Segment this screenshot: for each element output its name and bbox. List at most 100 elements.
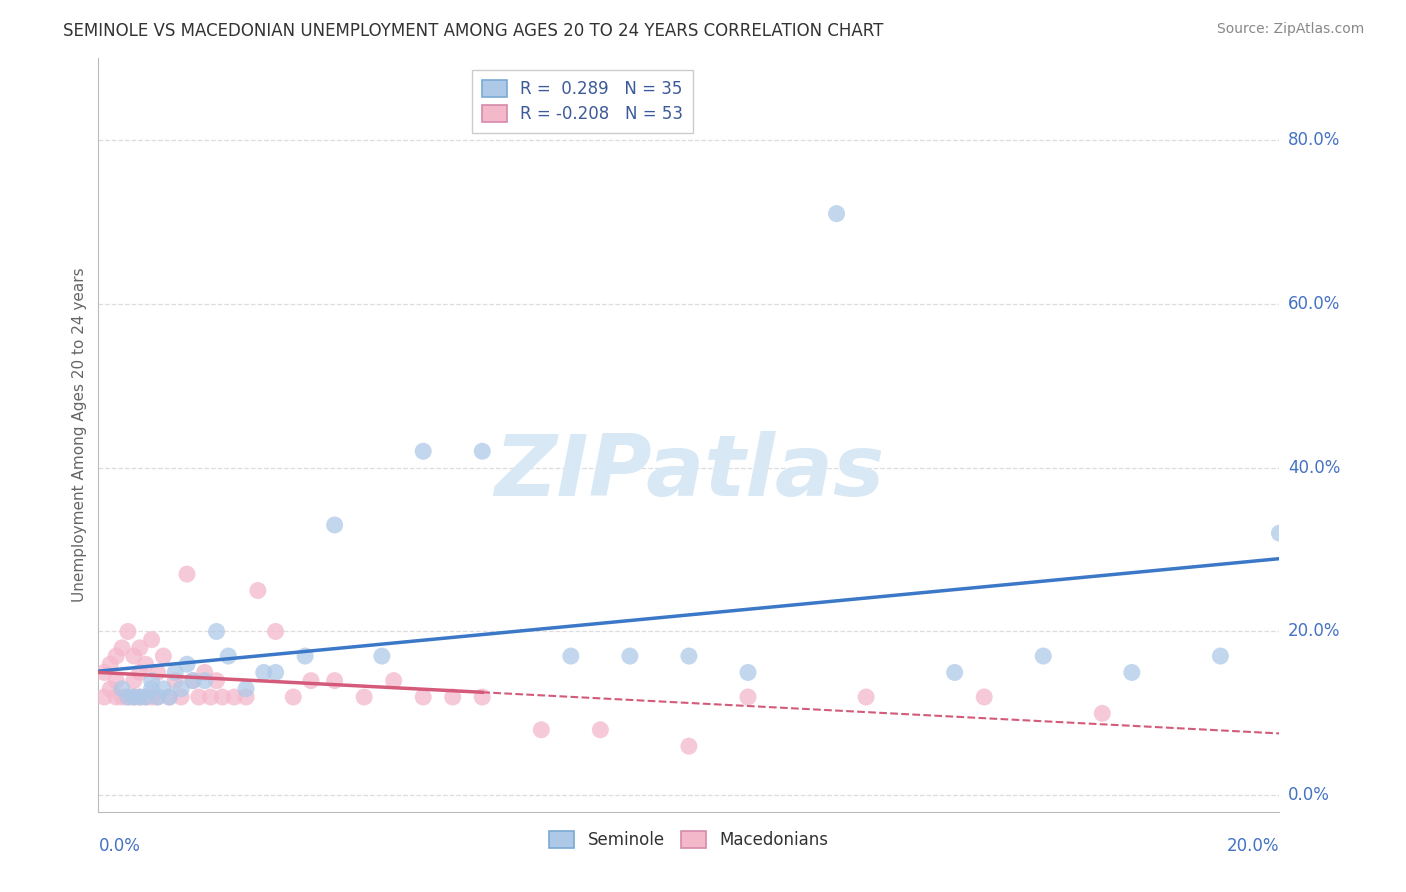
Point [135, 657, 157, 672]
Point [246, 583, 269, 598]
Point [1032, 648, 1054, 663]
Point [122, 690, 145, 704]
Point [152, 648, 174, 663]
Point [235, 681, 257, 696]
Point [283, 690, 305, 704]
Point [323, 673, 346, 688]
Point [194, 665, 217, 680]
Point [253, 665, 276, 680]
Point [589, 723, 612, 737]
Point [412, 444, 434, 458]
Point [128, 640, 150, 655]
Point [211, 690, 233, 704]
Point [111, 690, 134, 704]
Point [122, 690, 145, 704]
Point [264, 624, 287, 639]
Point [1209, 648, 1232, 663]
Point [530, 723, 553, 737]
Point [146, 690, 169, 704]
Point [122, 648, 145, 663]
Y-axis label: Unemployment Among Ages 20 to 24 years: Unemployment Among Ages 20 to 24 years [72, 268, 87, 602]
Point [141, 690, 163, 704]
Point [128, 690, 150, 704]
Text: 0.0%: 0.0% [98, 837, 141, 855]
Point [1091, 706, 1114, 721]
Point [135, 690, 157, 704]
Point [973, 690, 995, 704]
Point [98, 681, 121, 696]
Point [323, 518, 346, 533]
Text: 0.0%: 0.0% [1288, 787, 1330, 805]
Point [205, 673, 228, 688]
Point [737, 665, 759, 680]
Point [141, 632, 163, 647]
Point [471, 690, 494, 704]
Point [181, 673, 204, 688]
Text: Source: ZipAtlas.com: Source: ZipAtlas.com [1216, 22, 1364, 37]
Point [93, 690, 115, 704]
Point [98, 657, 121, 672]
Point [141, 681, 163, 696]
Point [264, 665, 287, 680]
Text: 20.0%: 20.0% [1227, 837, 1279, 855]
Point [165, 665, 187, 680]
Point [299, 673, 322, 688]
Point [122, 673, 145, 688]
Point [170, 681, 193, 696]
Point [224, 690, 246, 704]
Point [560, 648, 582, 663]
Point [194, 673, 217, 688]
Point [152, 681, 174, 696]
Legend: Seminole, Macedonians: Seminole, Macedonians [543, 824, 835, 856]
Point [1268, 526, 1291, 541]
Point [217, 648, 239, 663]
Point [187, 690, 209, 704]
Point [678, 739, 700, 754]
Point [235, 690, 257, 704]
Point [737, 690, 759, 704]
Point [117, 624, 139, 639]
Point [117, 690, 139, 704]
Point [382, 673, 405, 688]
Text: 40.0%: 40.0% [1288, 458, 1340, 476]
Point [128, 665, 150, 680]
Point [441, 690, 464, 704]
Point [105, 648, 128, 663]
Point [157, 690, 180, 704]
Point [619, 648, 641, 663]
Text: 80.0%: 80.0% [1288, 131, 1340, 149]
Point [117, 690, 139, 704]
Point [135, 690, 157, 704]
Point [1121, 665, 1143, 680]
Text: SEMINOLE VS MACEDONIAN UNEMPLOYMENT AMONG AGES 20 TO 24 YEARS CORRELATION CHART: SEMINOLE VS MACEDONIAN UNEMPLOYMENT AMON… [63, 22, 883, 40]
Point [176, 567, 198, 582]
Point [170, 690, 193, 704]
Point [105, 673, 128, 688]
Point [205, 624, 228, 639]
Point [294, 648, 316, 663]
Point [176, 657, 198, 672]
Point [141, 673, 163, 688]
Point [128, 690, 150, 704]
Text: ZIPatlas: ZIPatlas [494, 431, 884, 514]
Point [943, 665, 966, 680]
Point [200, 690, 222, 704]
Point [678, 648, 700, 663]
Point [146, 690, 169, 704]
Point [111, 681, 134, 696]
Point [181, 673, 204, 688]
Point [105, 690, 128, 704]
Point [825, 207, 848, 221]
Point [157, 690, 180, 704]
Point [855, 690, 877, 704]
Point [165, 673, 187, 688]
Text: 20.0%: 20.0% [1288, 623, 1340, 640]
Point [412, 690, 434, 704]
Point [93, 665, 115, 680]
Text: 60.0%: 60.0% [1288, 294, 1340, 313]
Point [146, 665, 169, 680]
Point [111, 640, 134, 655]
Point [353, 690, 375, 704]
Point [471, 444, 494, 458]
Point [371, 648, 394, 663]
